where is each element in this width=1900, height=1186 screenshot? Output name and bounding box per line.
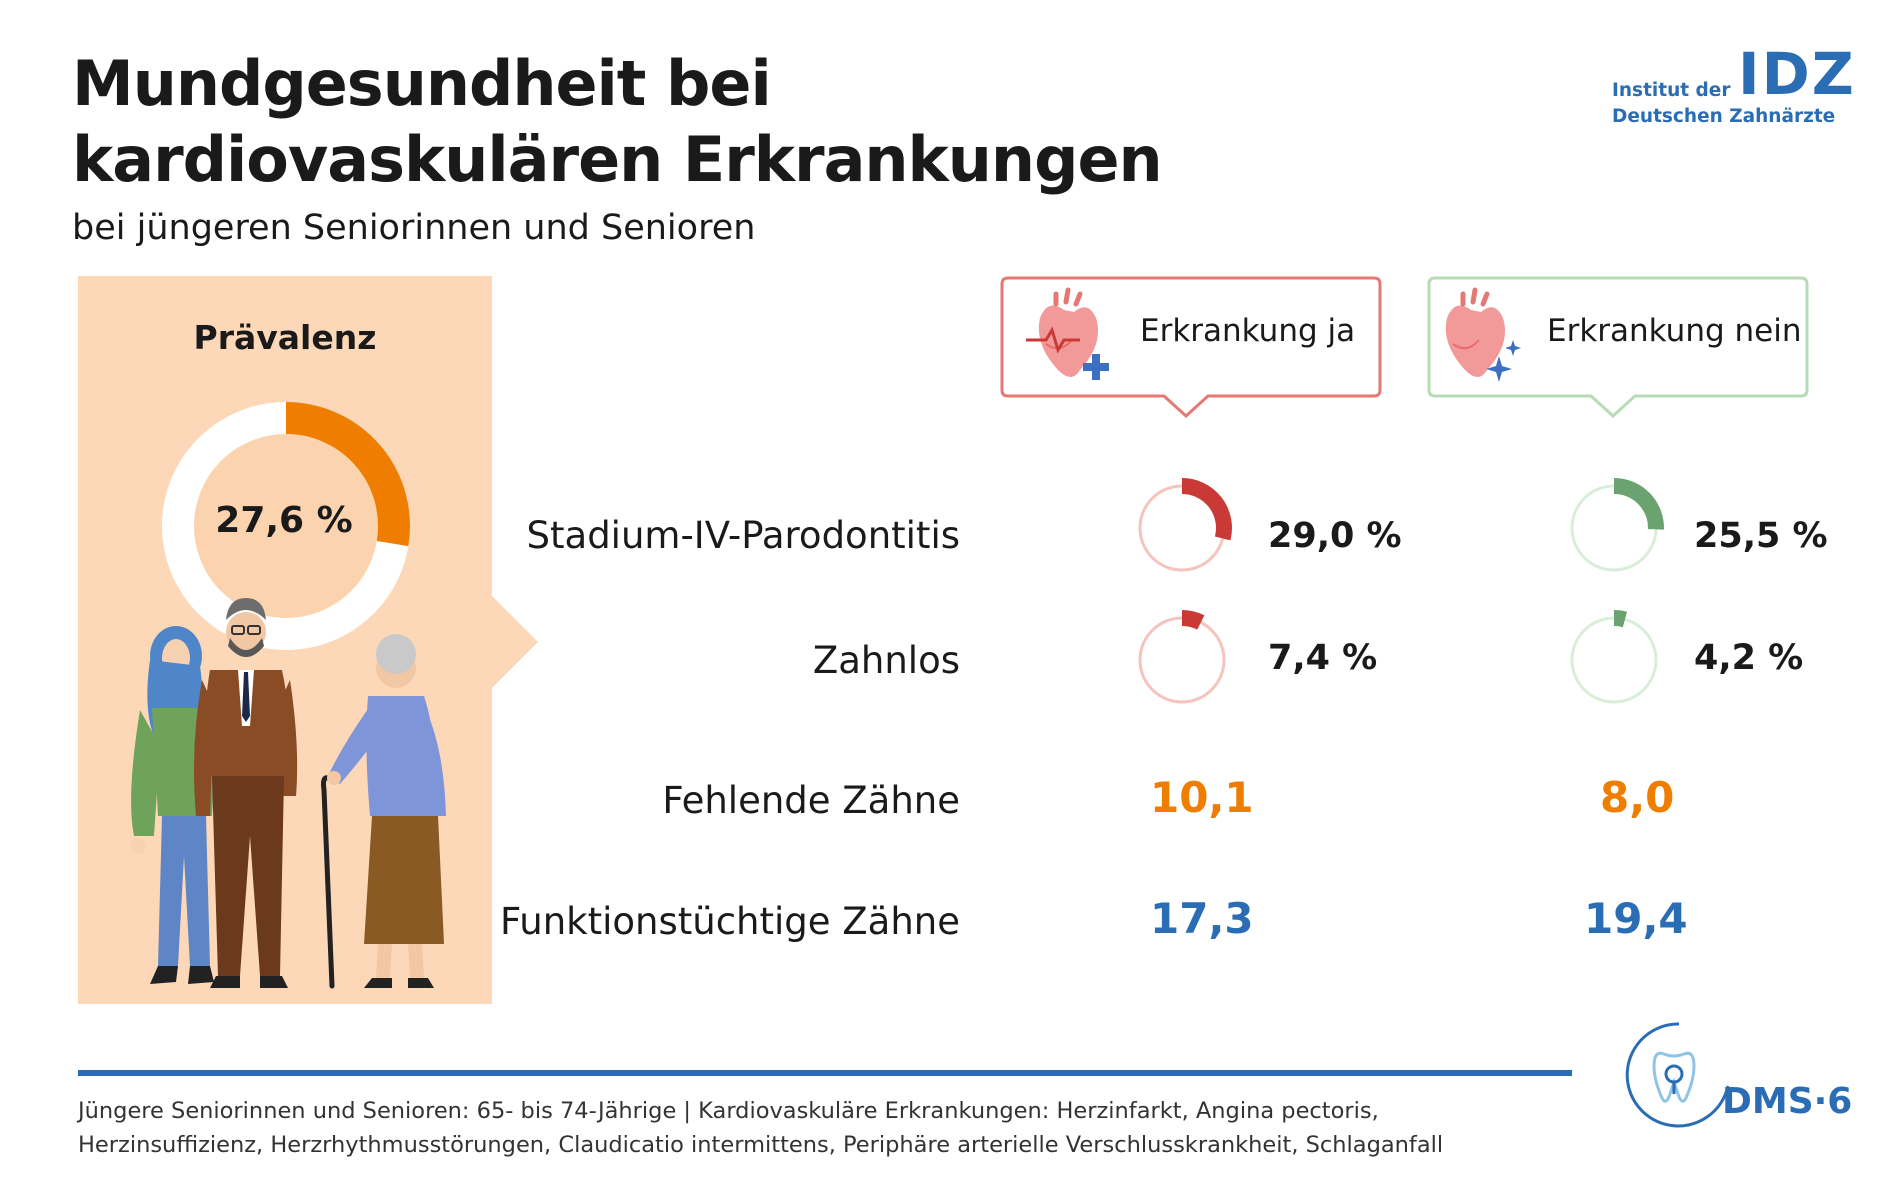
seniors-illustration bbox=[130, 598, 446, 989]
value-fehlende-zaehne-no: 8,0 bbox=[1600, 773, 1675, 822]
man-figure bbox=[194, 598, 298, 988]
page-subtitle: bei jüngeren Seniorinnen und Senioren bbox=[72, 208, 756, 248]
heart-plus-icon bbox=[1026, 287, 1109, 380]
row-label-funktionstuechtige-zaehne: Funktionstüchtige Zähne bbox=[500, 900, 960, 943]
value-funktionstuechtige-zaehne-no: 19,4 bbox=[1584, 894, 1688, 943]
value-zahnlos-yes: 7,4 % bbox=[1268, 638, 1378, 678]
idz-logo-text: Institut der Deutschen Zahnärzte bbox=[1612, 78, 1835, 130]
value-fehlende-zaehne-yes: 10,1 bbox=[1150, 773, 1254, 822]
group-header-yes-bubble bbox=[1000, 276, 1382, 419]
tooth-magnifier-icon bbox=[1625, 1022, 1730, 1128]
prevalence-title: Prävalenz bbox=[193, 318, 377, 357]
prevalence-value: 27,6 % bbox=[215, 500, 353, 541]
ring-zahnlos-yes bbox=[1138, 610, 1226, 704]
donut-value-arc bbox=[285, 402, 410, 547]
bubble-outline bbox=[1427, 276, 1809, 419]
ring-track bbox=[1138, 616, 1226, 704]
row-label-fehlende-zaehne: Fehlende Zähne bbox=[662, 779, 960, 822]
panel-pointer bbox=[492, 596, 538, 688]
footnote-line-1: Jüngere Seniorinnen und Senioren: 65- bi… bbox=[78, 1098, 1379, 1124]
value-parodontitis-no: 25,5 % bbox=[1694, 516, 1828, 556]
ring-parodontitis-no bbox=[1570, 478, 1664, 572]
prevalence-donut bbox=[162, 402, 410, 650]
value-funktionstuechtige-zaehne-yes: 17,3 bbox=[1150, 894, 1254, 943]
row-label-zahnlos: Zahnlos bbox=[812, 639, 960, 682]
value-parodontitis-yes: 29,0 % bbox=[1268, 516, 1402, 556]
group-header-yes: Erkrankung ja bbox=[1140, 313, 1356, 349]
row-label-parodontitis: Stadium-IV-Parodontitis bbox=[526, 514, 960, 557]
dms-logo: DMS·6 bbox=[1722, 1081, 1853, 1122]
heart-sparkle-icon bbox=[1445, 287, 1521, 382]
prevalence-illustration bbox=[130, 402, 446, 989]
ring-value-arc bbox=[1181, 610, 1205, 630]
ring-zahnlos-no bbox=[1570, 609, 1658, 704]
ring-value-arc bbox=[1613, 609, 1628, 628]
page-title: Mundgesundheit bei kardiovaskulären Erkr… bbox=[72, 46, 1163, 198]
ring-parodontitis-yes bbox=[1138, 478, 1232, 572]
footnote-line-2: Herzinsuffizienz, Herzrhythmusstörungen,… bbox=[78, 1132, 1444, 1158]
ring-value-arc bbox=[1613, 478, 1664, 530]
title-line-1: Mundgesundheit bei bbox=[72, 47, 772, 120]
idz-logo-mark: IDZ bbox=[1738, 40, 1856, 108]
group-header-no: Erkrankung nein bbox=[1547, 313, 1802, 349]
donut-center bbox=[185, 425, 387, 627]
ring-track bbox=[1570, 616, 1658, 704]
elderly-woman-figure bbox=[321, 634, 446, 989]
logo-line-2: Deutschen Zahnärzte bbox=[1612, 106, 1836, 127]
footnote: Jüngere Seniorinnen und Senioren: 65- bi… bbox=[78, 1094, 1443, 1162]
logo-line-1: Institut der bbox=[1612, 80, 1731, 101]
ring-value-arc bbox=[1181, 478, 1232, 541]
bubble-outline bbox=[1000, 276, 1382, 419]
footer-rule bbox=[78, 1070, 1572, 1076]
group-header-no-bubble bbox=[1427, 276, 1809, 419]
title-line-2: kardiovaskulären Erkrankungen bbox=[72, 123, 1163, 196]
value-zahnlos-no: 4,2 % bbox=[1694, 638, 1804, 678]
